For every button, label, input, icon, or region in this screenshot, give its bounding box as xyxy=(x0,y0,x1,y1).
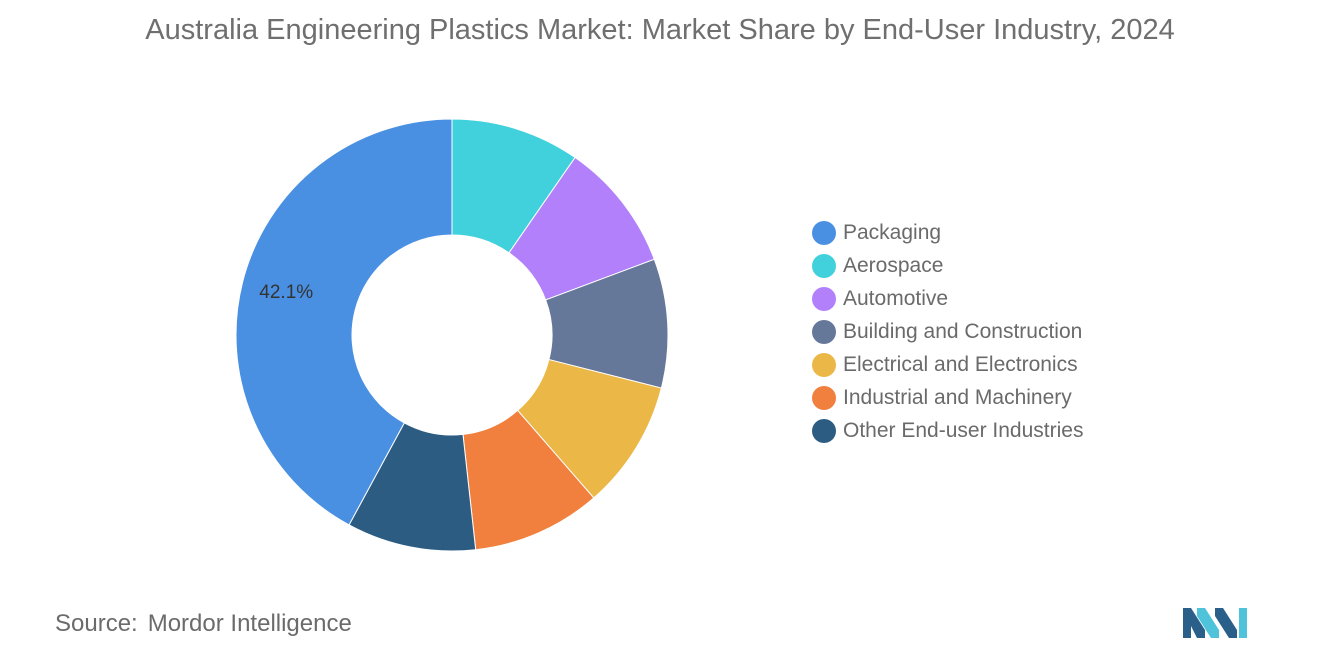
legend-item-electrical-electronics: Electrical and Electronics xyxy=(812,348,1083,381)
legend-label: Automotive xyxy=(843,286,949,310)
chart-title: Australia Engineering Plastics Market: M… xyxy=(145,14,1175,46)
data-label: 42.1% xyxy=(259,282,313,303)
legend-swatch xyxy=(812,253,836,278)
legend-item-industrial-machinery: Industrial and Machinery xyxy=(812,381,1083,414)
legend-swatch xyxy=(812,352,836,377)
slice-other-end-user-industries xyxy=(348,422,477,552)
data-labels: 42.1% xyxy=(259,282,313,303)
legend-swatch xyxy=(812,220,836,245)
donut-slices xyxy=(235,118,669,552)
legend: Packaging Aerospace Automotive Building … xyxy=(812,216,1083,447)
legend-item-aerospace: Aerospace xyxy=(812,249,1083,282)
slice-packaging xyxy=(235,118,453,526)
legend-item-automotive: Automotive xyxy=(812,282,1083,315)
legend-swatch xyxy=(812,385,836,410)
source-value: Mordor Intelligence xyxy=(147,610,352,637)
mordor-intelligence-logo-icon xyxy=(1183,608,1247,638)
legend-item-packaging: Packaging xyxy=(812,216,1083,249)
source-key: Source: xyxy=(55,610,138,637)
legend-label: Aerospace xyxy=(843,253,944,277)
legend-label: Building and Construction xyxy=(843,319,1083,343)
legend-swatch xyxy=(812,418,836,443)
legend-swatch xyxy=(812,319,836,344)
legend-label: Industrial and Machinery xyxy=(843,385,1072,409)
legend-item-other: Other End-user Industries xyxy=(812,414,1083,447)
source-note: Source: Mordor Intelligence xyxy=(55,610,352,638)
legend-label: Packaging xyxy=(843,220,942,244)
legend-item-building-construction: Building and Construction xyxy=(812,315,1083,348)
legend-swatch xyxy=(812,286,836,311)
legend-label: Other End-user Industries xyxy=(843,418,1084,442)
legend-label: Electrical and Electronics xyxy=(843,352,1078,376)
